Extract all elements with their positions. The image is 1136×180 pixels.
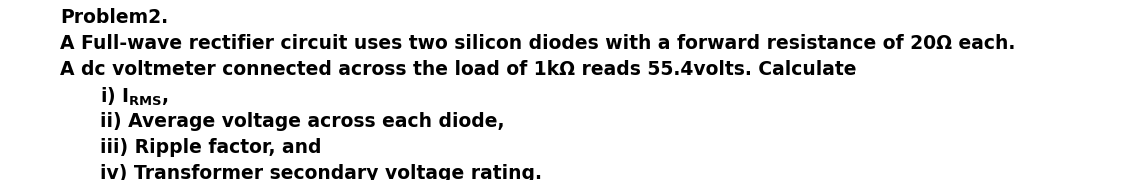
Text: A dc voltmeter connected across the load of 1kΩ reads 55.4volts. Calculate: A dc voltmeter connected across the load… (60, 60, 857, 79)
Text: ii) Average voltage across each diode,: ii) Average voltage across each diode, (100, 112, 504, 131)
Text: iii) Ripple factor, and: iii) Ripple factor, and (100, 138, 321, 157)
Text: i) $\mathbf{I}_{\mathbf{RMS}}$,: i) $\mathbf{I}_{\mathbf{RMS}}$, (100, 86, 169, 108)
Text: iv) Transformer secondary voltage rating.: iv) Transformer secondary voltage rating… (100, 164, 542, 180)
Text: Problem2.: Problem2. (60, 8, 168, 27)
Text: A Full-wave rectifier circuit uses two silicon diodes with a forward resistance : A Full-wave rectifier circuit uses two s… (60, 34, 1016, 53)
